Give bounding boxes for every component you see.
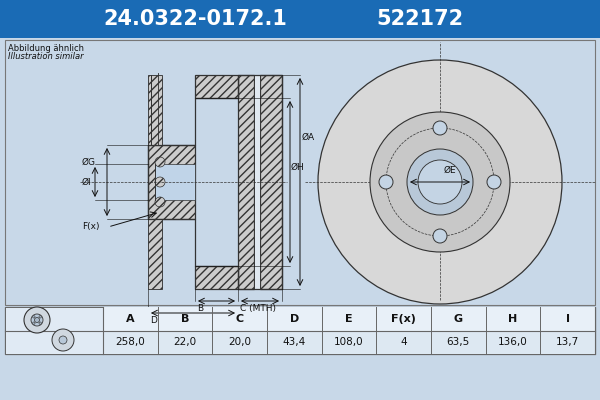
Circle shape [318, 60, 562, 304]
Circle shape [433, 229, 447, 243]
Bar [5, 307, 595, 354]
Text: 63,5: 63,5 [447, 337, 470, 347]
Bar [195, 75, 238, 98]
Circle shape [32, 316, 35, 318]
Bar [238, 75, 254, 289]
Text: ØH: ØH [291, 162, 305, 172]
Text: F(x): F(x) [82, 222, 100, 232]
Circle shape [35, 318, 40, 322]
Bar [195, 266, 238, 289]
Text: ØE: ØE [444, 166, 457, 175]
Text: B: B [197, 304, 203, 313]
Text: C: C [236, 314, 244, 324]
Bar [155, 164, 195, 200]
Text: Ate: Ate [338, 178, 442, 232]
Bar [5, 307, 103, 354]
Circle shape [31, 314, 43, 326]
Bar [148, 145, 195, 219]
Text: Abbildung ähnlich: Abbildung ähnlich [8, 44, 84, 53]
Circle shape [370, 112, 510, 252]
Text: B: B [181, 314, 189, 324]
Text: I: I [566, 314, 569, 324]
Text: 43,4: 43,4 [283, 337, 306, 347]
Text: F(x): F(x) [391, 314, 416, 324]
Text: 20,0: 20,0 [228, 337, 251, 347]
Text: ØA: ØA [302, 132, 315, 142]
Circle shape [39, 322, 41, 324]
Text: 24.0322-0172.1: 24.0322-0172.1 [103, 9, 287, 29]
Text: 4: 4 [400, 337, 407, 347]
Bar [148, 219, 162, 289]
Bar [260, 75, 282, 289]
Text: G: G [454, 314, 463, 324]
Text: H: H [508, 314, 518, 324]
Bar [103, 330, 595, 354]
Text: 258,0: 258,0 [115, 337, 145, 347]
Circle shape [59, 336, 67, 344]
Circle shape [155, 157, 165, 167]
Circle shape [487, 175, 501, 189]
Text: C (MTH): C (MTH) [240, 304, 276, 313]
Text: D: D [290, 314, 299, 324]
Circle shape [433, 121, 447, 135]
Bar [148, 75, 162, 145]
Text: A: A [126, 314, 134, 324]
Text: E: E [345, 314, 353, 324]
Text: 13,7: 13,7 [556, 337, 579, 347]
Text: 522172: 522172 [376, 9, 464, 29]
Text: ØG: ØG [82, 158, 96, 166]
Bar [5, 40, 595, 305]
Text: 22,0: 22,0 [173, 337, 197, 347]
Circle shape [39, 316, 41, 318]
Circle shape [32, 322, 35, 324]
Bar [254, 75, 260, 289]
Text: 136,0: 136,0 [498, 337, 528, 347]
Circle shape [24, 307, 50, 333]
Text: Illustration similar: Illustration similar [8, 52, 83, 61]
Circle shape [407, 149, 473, 215]
Circle shape [52, 329, 74, 351]
Text: 108,0: 108,0 [334, 337, 364, 347]
Circle shape [155, 177, 165, 187]
Bar [103, 307, 595, 330]
Circle shape [379, 175, 393, 189]
Bar [0, 0, 600, 38]
Text: D: D [150, 316, 157, 325]
Text: ØI: ØI [82, 178, 92, 186]
Circle shape [418, 160, 462, 204]
Circle shape [155, 197, 165, 207]
